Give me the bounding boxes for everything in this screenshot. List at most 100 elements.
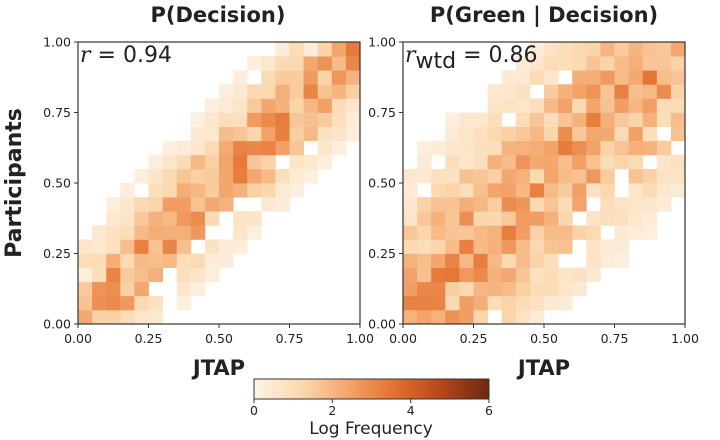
- heatmap-cell: [78, 281, 93, 297]
- heatmap-cell: [148, 197, 163, 212]
- heatmap-cell: [515, 253, 531, 268]
- heatmap-cell: [515, 126, 531, 142]
- heatmap-cell: [544, 70, 559, 85]
- heatmap-cell: [247, 98, 262, 113]
- heatmap-cell: [331, 70, 347, 85]
- heatmap-cell: [317, 154, 333, 170]
- heatmap-cell: [92, 295, 107, 311]
- heatmap-cell: [614, 42, 629, 57]
- heatmap-cell: [289, 84, 304, 99]
- colorbar-label: Log Frequency: [309, 419, 433, 439]
- heatmap-cell: [261, 98, 276, 113]
- heatmap-cell: [529, 295, 545, 311]
- heatmap-cell: [586, 154, 601, 170]
- heatmap-cell: [586, 98, 601, 113]
- heatmap-cell: [544, 42, 559, 57]
- heatmap-cell: [628, 183, 644, 198]
- heatmap-cell: [275, 84, 290, 99]
- heatmap-cell: [529, 211, 545, 226]
- heatmap-cell: [247, 56, 262, 71]
- heatmap-cell: [614, 70, 629, 85]
- heatmap-cell: [501, 239, 517, 254]
- heatmap-cell: [431, 253, 446, 268]
- heatmap-cell: [289, 140, 304, 156]
- heatmap-cell: [529, 140, 545, 156]
- heatmap-cell: [600, 42, 615, 57]
- x-tick-label: 1.00: [671, 331, 699, 346]
- heatmap-cell: [233, 211, 248, 226]
- x-tick-label: 0.00: [64, 331, 92, 346]
- heatmap-cell: [431, 295, 446, 311]
- heatmap-cell: [417, 197, 432, 212]
- heatmap-cell: [106, 295, 121, 311]
- heatmap-cell: [459, 168, 474, 184]
- y-tick-label: 0.50: [368, 176, 396, 191]
- heatmap-cell: [219, 183, 234, 198]
- heatmap-cell: [501, 253, 517, 268]
- heatmap-cell: [529, 126, 545, 142]
- heatmap-cell: [403, 281, 418, 297]
- heatmap-cell: [261, 168, 276, 184]
- heatmap-cell: [656, 84, 672, 99]
- panel-decision: P(Decision) 0.00 0.25 0.50 0.75 1.00 0.00 0.25…: [43, 3, 374, 380]
- heatmap-cell: [176, 239, 192, 254]
- heatmap-cell: [487, 225, 503, 240]
- heatmap-cell: [459, 112, 474, 127]
- x-tick-label: 0.00: [389, 331, 417, 346]
- heatmap-cell: [515, 112, 531, 127]
- heatmap-cell: [303, 168, 319, 184]
- heatmap-cell: [162, 140, 178, 156]
- heatmap-cell: [544, 154, 559, 170]
- heatmap-cell: [445, 197, 460, 212]
- heatmap-cell: [586, 112, 601, 127]
- heatmap-cell: [219, 253, 234, 268]
- heatmap-cell: [670, 84, 686, 99]
- heatmap-cell: [275, 168, 290, 184]
- heatmap-cell: [78, 239, 93, 254]
- heatmap-cell: [558, 140, 573, 156]
- heatmap-cell: [600, 239, 615, 254]
- heatmap-cell: [445, 295, 460, 311]
- heatmap-cell: [628, 197, 644, 212]
- heatmap-cell: [134, 281, 149, 297]
- heatmap-cell: [600, 112, 615, 127]
- heatmap-cell: [473, 126, 488, 142]
- heatmap-cell: [303, 154, 319, 170]
- heatmap-cell: [403, 197, 418, 212]
- y-tick-label: 1.00: [368, 35, 396, 50]
- heatmap-cell: [190, 225, 206, 240]
- heatmap-cell: [586, 183, 601, 198]
- heatmap-cell: [417, 239, 432, 254]
- heatmap-cell: [403, 239, 418, 254]
- heatmap-cell: [247, 126, 262, 142]
- heatmap-cell: [345, 42, 361, 57]
- heatmap-cell: [261, 84, 276, 99]
- heatmap-cell: [261, 126, 276, 142]
- heatmap-cell: [162, 239, 178, 254]
- heatmap-cell: [317, 126, 333, 142]
- heatmap-cell: [487, 253, 503, 268]
- x-tick-label: 0.25: [460, 331, 488, 346]
- heatmap-cell: [162, 183, 178, 198]
- heatmap-cell: [445, 126, 460, 142]
- heatmap-cell: [529, 309, 545, 325]
- heatmap-cell: [558, 225, 573, 240]
- heatmap-cell: [558, 154, 573, 170]
- heatmap-cell: [134, 239, 149, 254]
- colorbar-gradient: [253, 378, 490, 400]
- heatmap-cell: [473, 295, 488, 311]
- heatmap-cell: [487, 267, 503, 283]
- heatmap-cell: [459, 267, 474, 283]
- heatmap-cell: [233, 98, 248, 113]
- heatmap-cell: [572, 98, 587, 113]
- heatmap-cell: [275, 42, 290, 57]
- heatmap-cell: [204, 154, 220, 170]
- heatmap-cell: [162, 154, 178, 170]
- heatmap-cell: [473, 197, 488, 212]
- heatmap-cell: [303, 126, 319, 142]
- heatmap-cell: [148, 253, 163, 268]
- heatmap-cell: [106, 281, 121, 297]
- heatmap-cell: [120, 309, 135, 325]
- heatmap-cell: [317, 112, 333, 127]
- heatmap-cell: [120, 197, 135, 212]
